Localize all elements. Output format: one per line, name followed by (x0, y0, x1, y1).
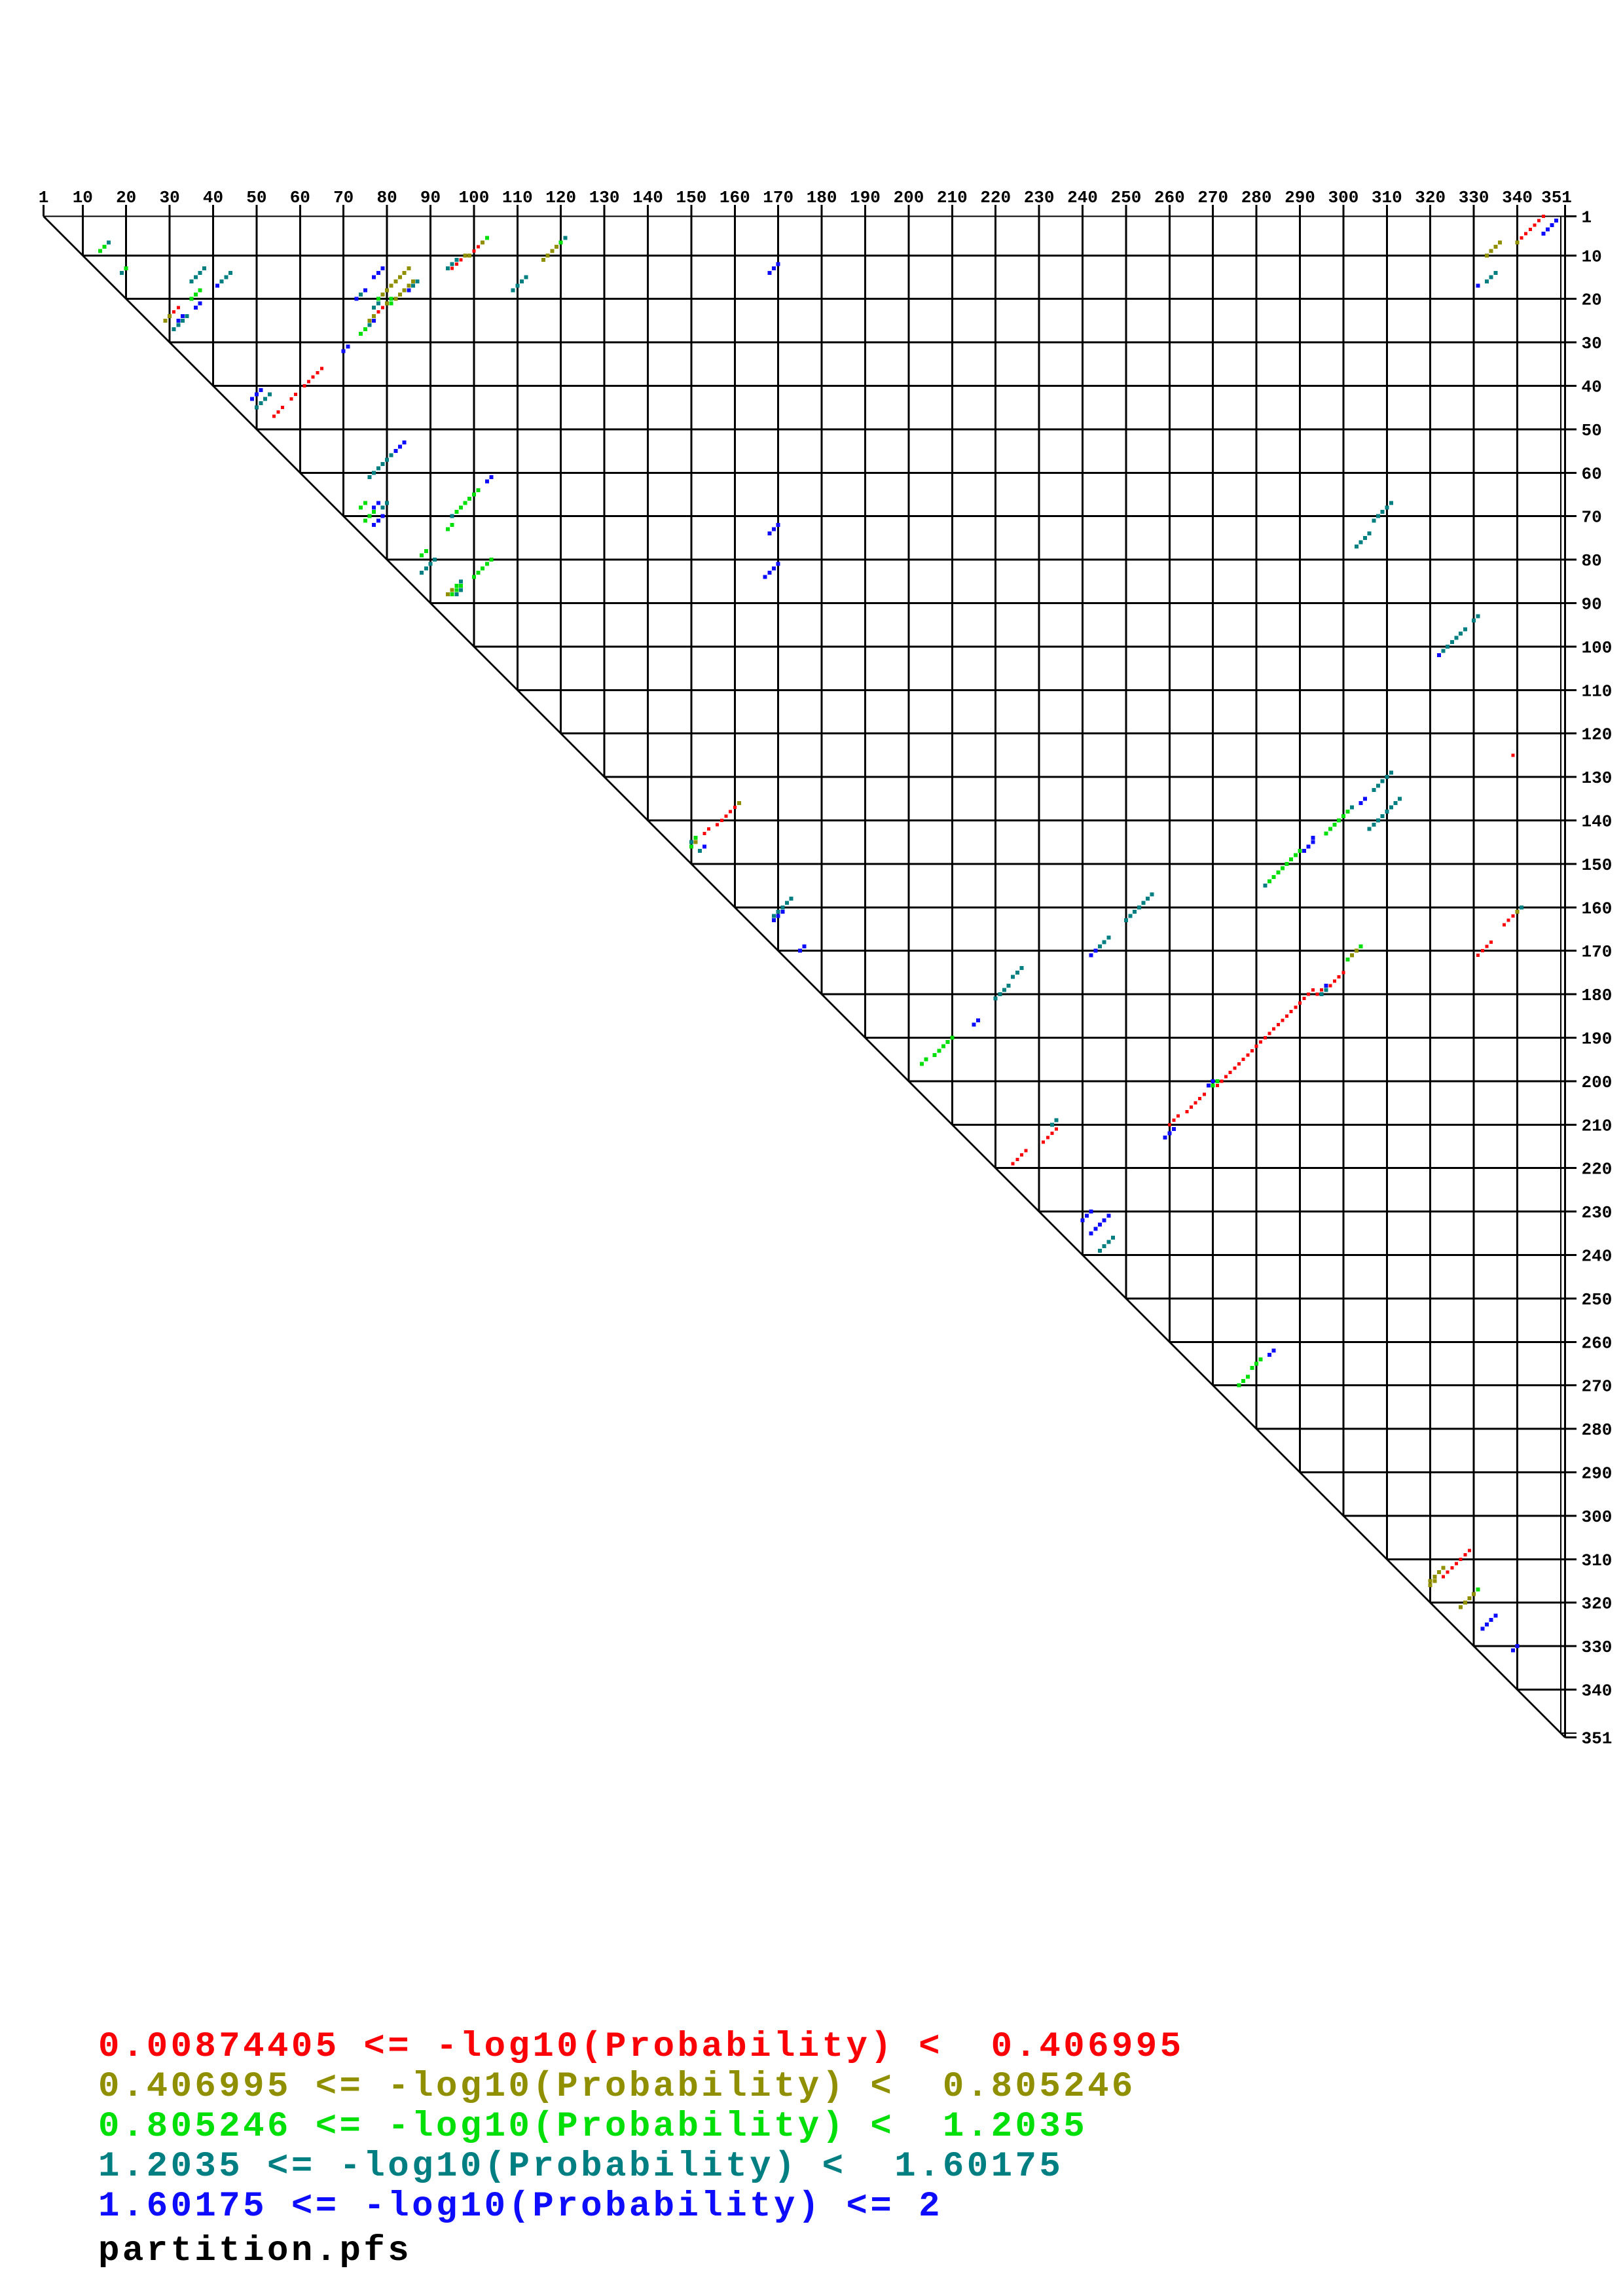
svg-text:290: 290 (1285, 188, 1315, 207)
svg-text:240: 240 (1067, 188, 1098, 207)
svg-text:220: 220 (1582, 1160, 1613, 1179)
svg-text:40: 40 (1582, 378, 1602, 397)
svg-text:340: 340 (1502, 188, 1533, 207)
svg-text:50: 50 (1582, 421, 1602, 440)
svg-text:130: 130 (1582, 768, 1613, 788)
svg-text:310: 310 (1582, 1551, 1613, 1570)
svg-text:50: 50 (246, 188, 266, 207)
svg-text:60: 60 (1582, 464, 1602, 484)
svg-text:partition.pfs: partition.pfs (98, 2231, 412, 2271)
svg-text:150: 150 (1582, 855, 1613, 875)
svg-text:1: 1 (39, 188, 49, 207)
svg-text:280: 280 (1582, 1420, 1613, 1440)
svg-text:90: 90 (1582, 595, 1602, 615)
svg-text:200: 200 (893, 188, 924, 207)
svg-text:10: 10 (73, 188, 93, 207)
svg-text:260: 260 (1154, 188, 1185, 207)
svg-text:290: 290 (1582, 1464, 1613, 1484)
svg-text:0.805246 <= -log10(Probability: 0.805246 <= -log10(Probability) < 1.2035 (98, 2107, 1087, 2147)
svg-text:210: 210 (937, 188, 968, 207)
svg-text:270: 270 (1197, 188, 1228, 207)
svg-text:190: 190 (1582, 1030, 1613, 1049)
svg-text:320: 320 (1582, 1594, 1613, 1614)
svg-text:180: 180 (807, 188, 837, 207)
svg-text:351: 351 (1582, 1729, 1613, 1749)
svg-text:180: 180 (1582, 986, 1613, 1005)
svg-text:170: 170 (763, 188, 793, 207)
svg-text:120: 120 (1582, 725, 1613, 745)
svg-text:1: 1 (1582, 208, 1592, 228)
svg-text:160: 160 (1582, 899, 1613, 918)
svg-text:100: 100 (458, 188, 489, 207)
svg-text:70: 70 (1582, 508, 1602, 528)
svg-text:30: 30 (1582, 334, 1602, 353)
svg-text:300: 300 (1328, 188, 1359, 207)
svg-text:160: 160 (720, 188, 750, 207)
svg-text:110: 110 (502, 188, 533, 207)
svg-text:250: 250 (1582, 1290, 1613, 1310)
svg-text:240: 240 (1582, 1247, 1613, 1266)
svg-text:10: 10 (1582, 247, 1602, 266)
svg-text:20: 20 (116, 188, 136, 207)
svg-text:330: 330 (1459, 188, 1489, 207)
svg-text:260: 260 (1582, 1333, 1613, 1353)
svg-text:310: 310 (1372, 188, 1402, 207)
svg-text:280: 280 (1241, 188, 1272, 207)
svg-text:250: 250 (1110, 188, 1141, 207)
svg-text:330: 330 (1582, 1638, 1613, 1657)
svg-text:300: 300 (1582, 1507, 1613, 1527)
svg-text:110: 110 (1582, 681, 1613, 701)
svg-text:40: 40 (203, 188, 223, 207)
svg-text:80: 80 (1582, 551, 1602, 571)
svg-text:190: 190 (850, 188, 881, 207)
svg-text:230: 230 (1024, 188, 1055, 207)
svg-text:0.00874405 <= -log10(Probabili: 0.00874405 <= -log10(Probability) < 0.40… (98, 2027, 1184, 2067)
svg-text:120: 120 (545, 188, 576, 207)
svg-text:1.60175 <= -log10(Probability): 1.60175 <= -log10(Probability) <= 2 (98, 2187, 943, 2227)
svg-text:1.2035 <= -log10(Probability): 1.2035 <= -log10(Probability) < 1.60175 (98, 2147, 1063, 2187)
svg-text:60: 60 (290, 188, 310, 207)
svg-text:150: 150 (676, 188, 706, 207)
svg-text:170: 170 (1582, 942, 1613, 962)
svg-text:270: 270 (1582, 1377, 1613, 1397)
svg-text:351: 351 (1541, 188, 1572, 207)
svg-text:90: 90 (420, 188, 441, 207)
svg-text:80: 80 (376, 188, 397, 207)
svg-text:0.406995 <= -log10(Probability: 0.406995 <= -log10(Probability) < 0.8052… (98, 2067, 1136, 2107)
svg-text:70: 70 (333, 188, 354, 207)
svg-text:210: 210 (1582, 1116, 1613, 1136)
svg-text:30: 30 (159, 188, 179, 207)
svg-text:140: 140 (1582, 812, 1613, 832)
svg-text:320: 320 (1415, 188, 1446, 207)
svg-text:20: 20 (1582, 291, 1602, 310)
svg-text:200: 200 (1582, 1073, 1613, 1092)
svg-text:230: 230 (1582, 1203, 1613, 1223)
svg-text:340: 340 (1582, 1681, 1613, 1701)
svg-text:100: 100 (1582, 638, 1613, 658)
svg-text:140: 140 (632, 188, 663, 207)
svg-text:130: 130 (589, 188, 620, 207)
svg-text:220: 220 (980, 188, 1011, 207)
